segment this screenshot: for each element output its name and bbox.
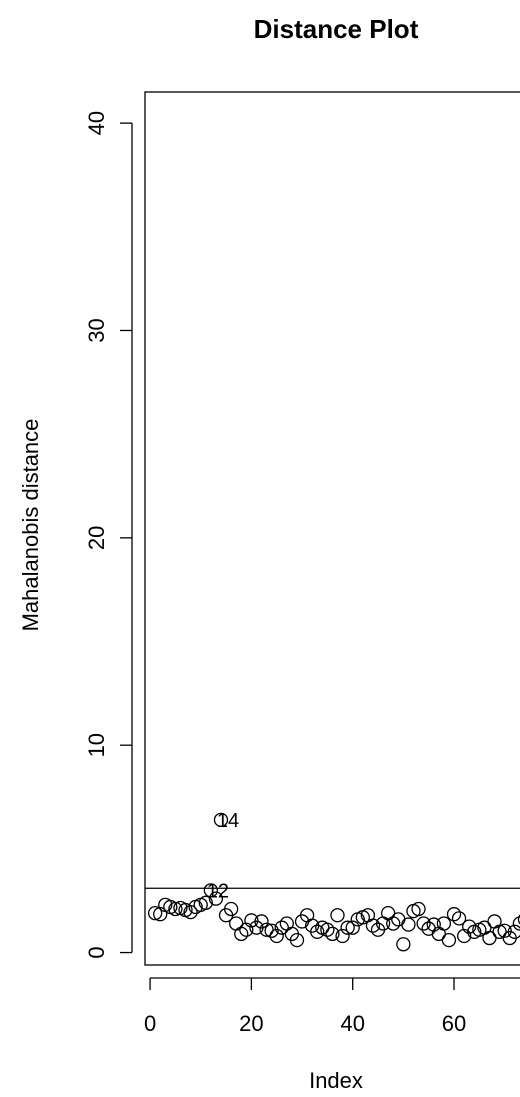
data-point: [446, 907, 462, 922]
x-tick-label: 60: [442, 1011, 466, 1036]
data-point: [441, 932, 457, 948]
y-tick-label: 10: [84, 733, 109, 757]
point-label: 12: [207, 880, 229, 902]
data-point: [507, 924, 520, 939]
data-point: [274, 920, 289, 935]
data-point: [208, 891, 224, 906]
data-point: [381, 906, 396, 921]
plot-frame: [144, 91, 520, 966]
data-point: [340, 920, 355, 935]
point-label: 14: [217, 810, 239, 832]
data-point: [320, 922, 335, 937]
data-point: [310, 924, 325, 939]
data-point: [330, 908, 345, 923]
data-point: [456, 928, 472, 944]
y-tick-label: 40: [84, 111, 109, 135]
point-labels: 12 14: [207, 810, 239, 903]
data-point: [244, 913, 259, 928]
data-point: [436, 916, 452, 931]
data-point: [147, 906, 163, 921]
data-point: [451, 911, 467, 926]
data-point: [168, 901, 183, 917]
data-point: [198, 895, 213, 910]
data-point: [183, 904, 198, 920]
data-point: [492, 924, 507, 939]
data-point: [335, 928, 350, 944]
x-axis: 0 20 40 60: [144, 977, 520, 1036]
data-point: [401, 917, 416, 932]
data-point: [325, 926, 340, 942]
data-point: [153, 907, 168, 922]
y-axis: 0 10 20 30 40: [84, 111, 133, 959]
data-point: [345, 920, 360, 935]
data-point: [426, 917, 441, 932]
data-point: [203, 883, 219, 898]
data-point: [517, 914, 520, 925]
data-point: [497, 923, 512, 938]
data-point: [289, 932, 305, 948]
x-tick-label: 40: [340, 1011, 364, 1036]
data-point: [254, 914, 269, 929]
data-point: [264, 923, 279, 938]
y-tick-label: 0: [84, 946, 109, 958]
x-axis-label: Index: [309, 1068, 363, 1093]
data-point: [269, 928, 284, 944]
chart-title: Distance Plot: [254, 14, 419, 44]
data-point: [462, 919, 477, 934]
data-point: [487, 914, 502, 929]
data-points: [147, 812, 520, 952]
y-tick-label: 20: [84, 526, 109, 550]
data-point: [259, 922, 274, 937]
x-tick-label: 20: [239, 1011, 263, 1036]
data-point: [396, 937, 411, 952]
data-point: [223, 901, 239, 917]
data-point: [411, 901, 426, 917]
y-axis-label: Mahalanobis distance: [18, 419, 43, 632]
data-point: [386, 916, 401, 931]
data-point: [229, 916, 244, 931]
y-tick-label: 30: [84, 318, 109, 342]
data-point: [482, 930, 497, 946]
x-tick-label: 0: [144, 1011, 156, 1036]
data-point: [213, 812, 229, 827]
data-point: [365, 918, 381, 933]
data-point: [416, 916, 431, 931]
data-point: [239, 922, 254, 937]
data-point: [234, 926, 249, 942]
